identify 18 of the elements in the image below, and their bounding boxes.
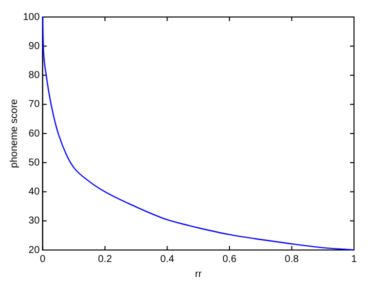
y-tick-label: 20 xyxy=(28,244,40,256)
y-tick-label: 30 xyxy=(28,216,40,227)
y-axis-title: phoneme score xyxy=(8,98,20,168)
y-tick-label: 70 xyxy=(28,99,40,110)
x-tick-label: 0.2 xyxy=(98,254,112,265)
y-tick-label: 50 xyxy=(28,157,40,168)
y-tick-label: 80 xyxy=(28,70,40,81)
y-tick-label: 100 xyxy=(22,12,40,23)
x-tick-label: 0 xyxy=(40,254,46,265)
line-series xyxy=(42,16,355,251)
x-axis-title: rr xyxy=(195,268,202,280)
x-tick-label: 0.6 xyxy=(222,254,237,265)
x-tick-label: 0.8 xyxy=(284,254,300,265)
x-tick-label: 0.4 xyxy=(160,254,175,265)
x-tick-label: 1 xyxy=(351,254,358,265)
y-tick-label: 60 xyxy=(28,128,40,140)
y-tick-label: 90 xyxy=(28,40,40,52)
y-tick-label: 40 xyxy=(28,186,40,198)
